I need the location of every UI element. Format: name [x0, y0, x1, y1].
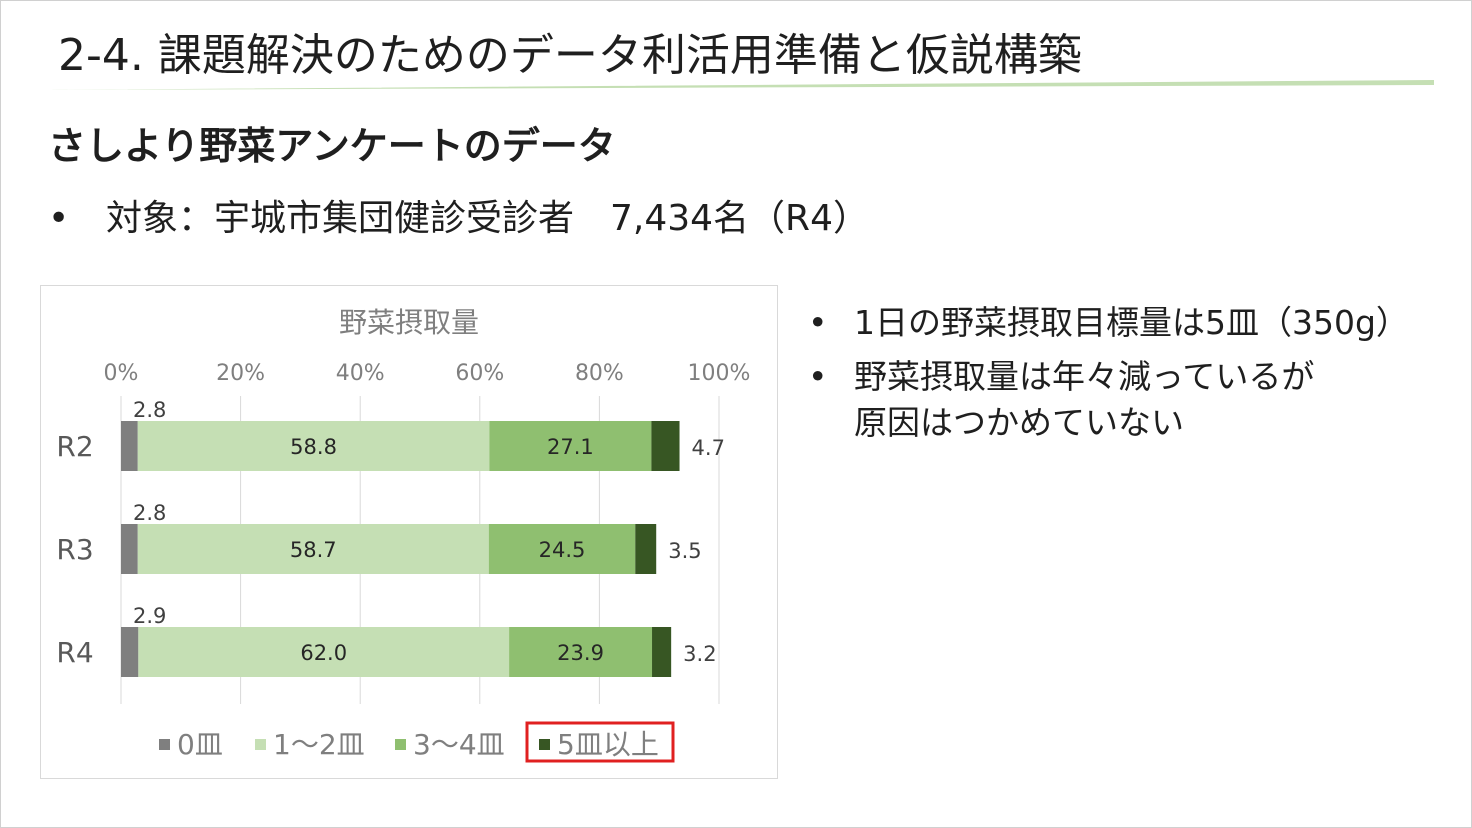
bar-segment [635, 524, 657, 574]
bar-segment [488, 524, 636, 574]
y-category-label: R2 [56, 430, 93, 463]
bar-segment [121, 421, 138, 471]
x-tick-label: 40% [336, 361, 385, 386]
bar-segment [138, 627, 510, 677]
bar-segment [137, 421, 490, 471]
legend-label: 1～2皿 [273, 728, 365, 761]
data-label: 2.8 [133, 501, 166, 525]
data-label: 24.5 [539, 538, 586, 562]
legend-swatch [255, 739, 266, 750]
data-label: 2.9 [133, 604, 166, 628]
bullet-marker: • [808, 303, 828, 342]
bar-segment [137, 524, 489, 574]
legend-label: 3～4皿 [413, 728, 505, 761]
x-tick-label: 20% [216, 361, 265, 386]
y-category-label: R3 [56, 533, 93, 566]
legend-swatch [395, 739, 406, 750]
x-tick-label: 0% [104, 361, 139, 386]
stacked-bar-chart: 野菜摂取量 0% 20% 40% 60% 80% 100% R2 2.8 58.8 27.1 4.7 R… [56, 306, 751, 763]
data-label: 58.8 [290, 435, 337, 459]
x-tick-label: 80% [575, 361, 624, 386]
note-text: 野菜摂取量は年々減っているが 原因はつかめていない [854, 357, 1315, 442]
chart-title: 野菜摂取量 [339, 306, 479, 339]
chart-container: 野菜摂取量 0% 20% 40% 60% 80% 100% R2 2.8 58.8 27.1 4.7 R… [40, 285, 778, 779]
target-text: 対象：宇城市集団健診受診者 7,434名（R4） [106, 198, 869, 239]
x-tick-label: 100% [688, 361, 751, 386]
slide-title: 2-4. 課題解決のためのデータ利活用準備と仮説構築 [58, 30, 1082, 81]
y-category-label: R4 [56, 636, 93, 669]
data-label: 2.8 [133, 398, 166, 422]
bar-segment [651, 421, 680, 471]
legend-label: 0皿 [177, 728, 223, 761]
bar-segment [121, 524, 138, 574]
data-label: 58.7 [290, 538, 337, 562]
legend-highlight-box [525, 721, 675, 763]
data-label: 62.0 [300, 641, 347, 665]
bullet-marker: • [808, 357, 828, 396]
data-label: 3.2 [683, 642, 716, 666]
data-label: 3.5 [668, 539, 701, 563]
data-label: 4.7 [692, 436, 725, 460]
notes-list: • 1日の野菜摂取目標量は5皿（350g） • 野菜摂取量は年々減っているが 原… [808, 300, 1409, 454]
bullet-marker: • [48, 198, 70, 239]
note-item: • 1日の野菜摂取目標量は5皿（350g） [808, 300, 1409, 346]
legend-label: 5皿以上 [557, 728, 659, 761]
title-underline [38, 80, 1434, 90]
bar-segment [509, 627, 653, 677]
note-item: • 野菜摂取量は年々減っているが 原因はつかめていない [808, 354, 1409, 446]
bar-segment [121, 627, 139, 677]
bar-segment [652, 627, 672, 677]
target-bullet-line: • 対象：宇城市集団健診受診者 7,434名（R4） [48, 193, 869, 245]
legend-swatch [159, 739, 170, 750]
x-tick-label: 60% [455, 361, 504, 386]
legend-swatch [539, 739, 550, 750]
note-text: 1日の野菜摂取目標量は5皿（350g） [854, 303, 1409, 342]
data-label: 27.1 [547, 435, 594, 459]
section-subtitle: さしより野菜アンケートのデータ [48, 124, 616, 168]
data-label: 23.9 [557, 641, 604, 665]
bar-segment [489, 421, 652, 471]
